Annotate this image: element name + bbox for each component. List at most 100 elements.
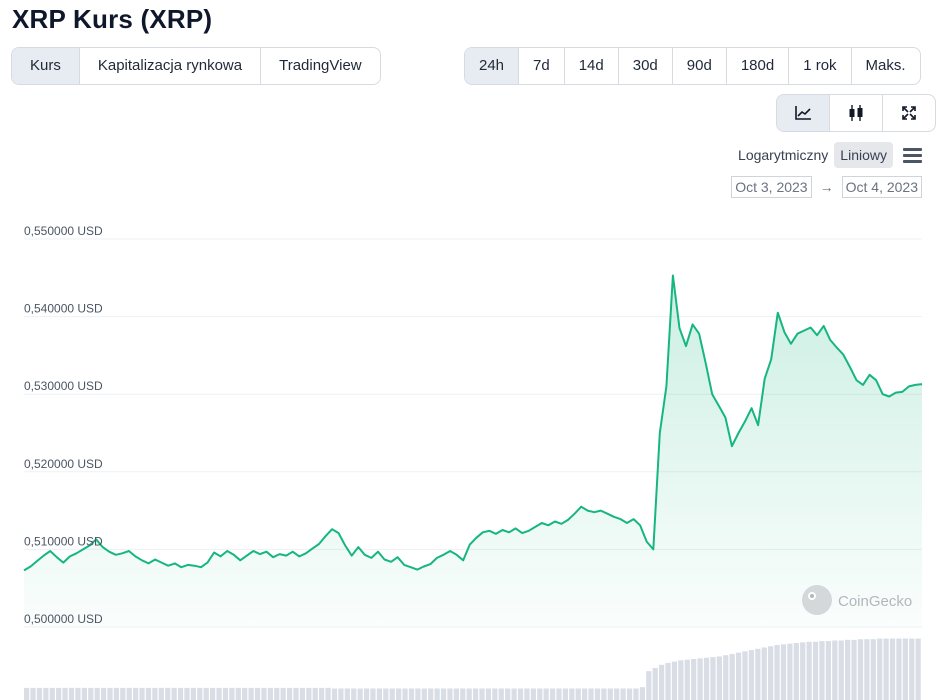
volume-bar — [338, 688, 344, 700]
volume-bar — [832, 640, 838, 700]
volume-bar — [543, 688, 549, 700]
volume-bar — [691, 659, 697, 700]
candlestick-button[interactable] — [829, 95, 882, 131]
range-14d[interactable]: 14d — [563, 48, 618, 84]
volume-bar — [325, 687, 331, 700]
volume-bar — [351, 688, 357, 700]
volume-bar — [460, 688, 466, 700]
volume-bar — [748, 650, 755, 700]
volume-bar — [75, 687, 81, 700]
line-chart-button[interactable] — [777, 95, 829, 131]
date-from-field[interactable]: Oct 3, 2023 — [731, 176, 812, 198]
y-tick-label: 0,540000 USD — [24, 302, 103, 316]
tab-market-cap[interactable]: Kapitalizacja rynkowa — [78, 48, 260, 84]
page-title: XRP Kurs (XRP) — [12, 4, 213, 34]
y-tick-label: 0,550000 USD — [24, 224, 103, 238]
date-range-picker: Oct 3, 2023 → Oct 4, 2023 — [731, 176, 922, 198]
volume-bar — [870, 639, 876, 700]
date-to-field[interactable]: Oct 4, 2023 — [841, 176, 922, 198]
volume-bar — [43, 687, 49, 700]
volume-bar — [594, 688, 601, 700]
coingecko-logo-icon — [802, 585, 832, 615]
volume-bar — [614, 688, 620, 700]
price-line[interactable] — [23, 274, 923, 572]
volume-bar — [517, 688, 524, 700]
volume-bar — [793, 643, 799, 700]
range-24h[interactable]: 24h — [465, 48, 519, 84]
volume-bar — [768, 646, 774, 700]
menu-icon[interactable] — [903, 144, 922, 167]
volume-bar — [838, 640, 844, 700]
volume-bar — [806, 641, 812, 700]
range-180d[interactable]: 180d — [725, 48, 788, 84]
volume-bar — [479, 688, 485, 700]
scale-linear[interactable]: Liniowy — [834, 142, 893, 168]
volume-bar — [68, 687, 75, 700]
volume-bar — [331, 688, 338, 700]
volume-bar — [248, 687, 254, 700]
range-max[interactable]: Maks. — [850, 48, 920, 84]
y-tick-label: 0,500000 USD — [24, 612, 103, 626]
volume-bar — [697, 658, 703, 700]
volume-bar — [216, 687, 222, 700]
volume-bar — [376, 688, 382, 700]
volume-bar — [735, 652, 742, 700]
volume-bar — [389, 688, 395, 700]
volume-bar — [492, 688, 498, 700]
volume-bar — [684, 659, 690, 700]
volume-bar — [524, 688, 530, 700]
volume-bar — [665, 662, 671, 700]
volume-bar — [370, 688, 376, 700]
volume-bar — [825, 641, 831, 700]
volume-bar — [601, 688, 607, 700]
volume-bar — [94, 687, 100, 700]
volume-bar — [812, 641, 819, 700]
volume-bar — [703, 657, 710, 700]
fullscreen-button[interactable] — [882, 95, 935, 131]
volume-bar — [453, 688, 459, 700]
volume-bar — [274, 687, 280, 700]
volume-bar — [421, 688, 427, 700]
volume-bar — [165, 687, 171, 700]
volume-bar — [145, 687, 152, 700]
price-area — [24, 275, 922, 627]
volume-bar — [716, 656, 722, 700]
volume-bar — [710, 657, 716, 700]
volume-bar — [210, 687, 216, 700]
volume-bar — [126, 687, 132, 700]
volume-bar — [222, 687, 229, 700]
volume-bar — [902, 638, 908, 700]
volume-bar — [363, 688, 370, 700]
range-30d[interactable]: 30d — [617, 48, 672, 84]
range-1-year[interactable]: 1 rok — [788, 48, 850, 84]
volume-bar — [242, 687, 248, 700]
volume-bar — [107, 687, 113, 700]
volume-bar — [498, 688, 504, 700]
volume-bar — [100, 687, 107, 700]
volume-bar — [319, 687, 325, 700]
volume-bar — [402, 688, 408, 700]
volume-bar — [171, 687, 177, 700]
volume-bar — [383, 688, 389, 700]
volume-bar — [582, 688, 588, 700]
volume-bar — [203, 687, 209, 700]
volume-bar — [588, 688, 594, 700]
volume-bar — [530, 688, 536, 700]
scale-logarithmic[interactable]: Logarytmiczny — [738, 147, 829, 163]
volume-bar — [729, 653, 735, 700]
watermark-text: CoinGecko — [838, 593, 912, 610]
volume-bar — [485, 688, 492, 700]
volume-bar — [261, 687, 267, 700]
range-90d[interactable]: 90d — [671, 48, 726, 84]
volume-bar — [229, 687, 235, 700]
volume-bar — [569, 688, 575, 700]
range-7d[interactable]: 7d — [518, 48, 564, 84]
volume-bar — [36, 687, 43, 700]
volume-bar — [396, 688, 402, 700]
volume-bar — [915, 638, 921, 700]
chart-view-toggle — [776, 94, 936, 132]
tab-kurs[interactable]: Kurs — [12, 48, 79, 84]
volume-bar — [857, 639, 864, 700]
tab-tradingview[interactable]: TradingView — [260, 48, 380, 84]
